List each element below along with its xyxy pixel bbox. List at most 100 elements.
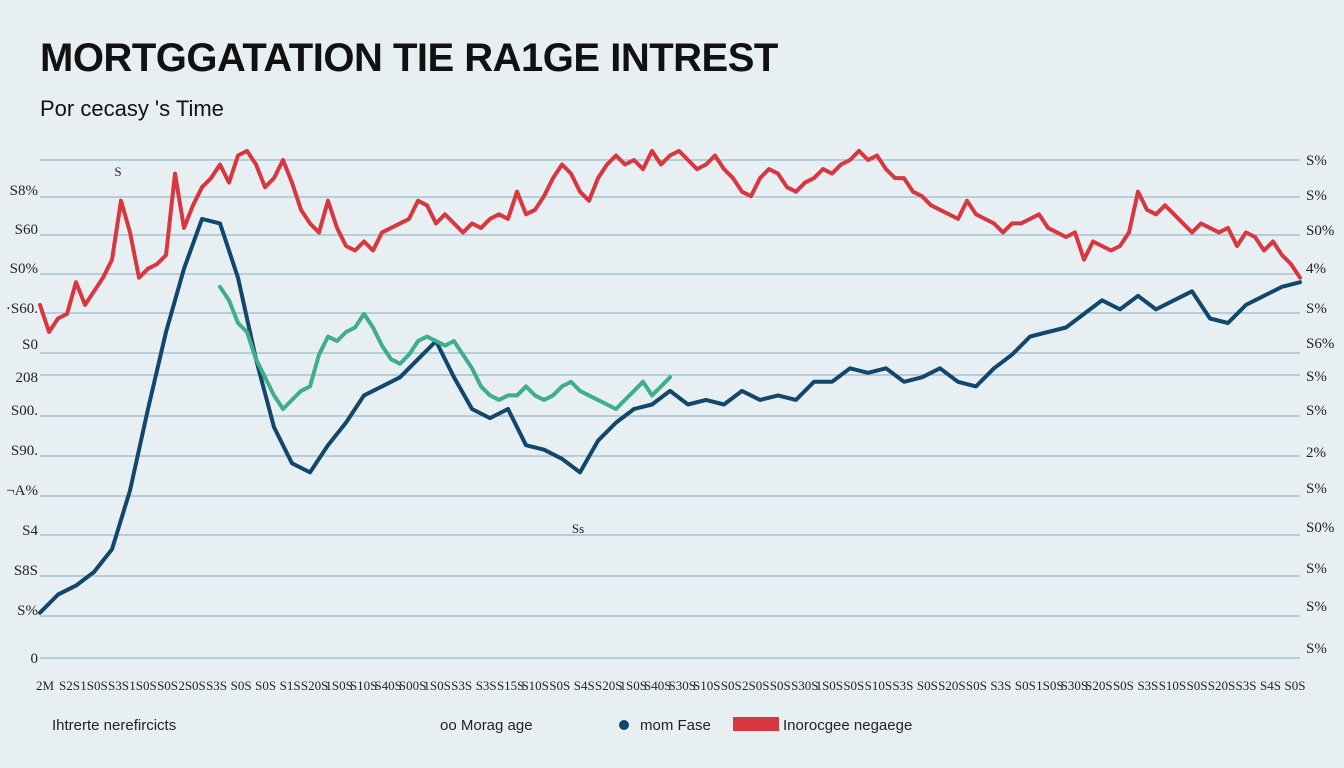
x-tick: S0S	[1015, 678, 1036, 693]
x-tick: S3S	[892, 678, 913, 693]
x-tick: 1S0S	[1036, 678, 1063, 693]
x-tick: S0S	[231, 678, 252, 693]
y-tick-right: S%	[1306, 599, 1327, 615]
y-axis-left: S8% S60 S0% ·S60. S0 208 S00. S90. ¬A% S4 S8S S% 0	[6, 183, 39, 667]
x-tick: S3S	[476, 678, 497, 693]
x-tick: S3S	[206, 678, 227, 693]
x-tick: S4S	[1260, 678, 1281, 693]
x-tick: S10S	[865, 678, 892, 693]
x-tick: S20S	[1208, 678, 1235, 693]
y-tick-right: S%	[1306, 403, 1327, 419]
y-tick-right: S%	[1306, 369, 1327, 385]
y-tick-left: ·S60.	[6, 301, 38, 317]
x-tick: S2S	[59, 678, 80, 693]
x-tick: S20S	[301, 678, 328, 693]
chart-title: MORTGGATATION TIE RA1GE INTREST	[40, 36, 778, 80]
y-tick-left: S0%	[10, 261, 38, 277]
annotation-label: S	[114, 164, 121, 179]
x-tick: S0S	[549, 678, 570, 693]
x-tick: S0S	[255, 678, 276, 693]
legend-label: mom Fase	[640, 717, 711, 734]
legend-marker-red	[733, 717, 779, 731]
y-tick-right: S%	[1306, 153, 1327, 169]
y-tick-right: S0%	[1306, 223, 1334, 239]
y-tick-right: S%	[1306, 188, 1327, 204]
series-line-red	[38, 148, 1302, 334]
y-tick-right: S%	[1306, 301, 1327, 317]
x-tick: 2S0S	[178, 678, 205, 693]
x-tick: S0S	[1186, 678, 1207, 693]
x-tick: S10S	[521, 678, 548, 693]
x-tick: 1S0S	[129, 678, 156, 693]
x-tick: S0S	[1113, 678, 1134, 693]
y-tick-right: S%	[1306, 641, 1327, 657]
x-tick: S40S	[644, 678, 671, 693]
series-line-navy	[38, 216, 1302, 615]
x-tick: S00S	[399, 678, 426, 693]
series-lines	[38, 148, 1302, 615]
x-tick: S20S	[595, 678, 622, 693]
x-tick: S4S	[574, 678, 595, 693]
x-tick: S15S	[497, 678, 524, 693]
x-tick: S10S	[693, 678, 720, 693]
y-tick-right: S%	[1306, 561, 1327, 577]
x-tick: S0S	[770, 678, 791, 693]
x-tick: S0S	[721, 678, 742, 693]
y-tick-left: S00.	[11, 403, 38, 419]
x-tick: S1S	[280, 678, 301, 693]
x-tick: 1S0S	[325, 678, 352, 693]
x-tick: S0S	[966, 678, 987, 693]
x-tick: S0S	[843, 678, 864, 693]
y-tick-left: S60	[15, 222, 38, 238]
y-tick-left: S4	[22, 523, 38, 539]
y-tick-left: 0	[31, 651, 39, 667]
x-tick: S10S	[350, 678, 377, 693]
x-tick: S0S	[157, 678, 178, 693]
x-tick: S10S	[1159, 678, 1186, 693]
x-axis: 2M S2S 1S0S S3S 1S0S S0S 2S0S S3S S0S S0S S1S S20S1…	[36, 678, 1306, 693]
x-tick: 2M	[36, 678, 55, 693]
x-tick: 2S0S	[742, 678, 769, 693]
annotations: S Ss	[114, 164, 584, 536]
series-line-teal	[218, 284, 672, 411]
grid-lines	[40, 159, 1300, 659]
x-tick: 1S0S	[80, 678, 107, 693]
x-tick: S3S	[1235, 678, 1256, 693]
x-tick: 1S0S	[816, 678, 843, 693]
x-tick: S40S	[374, 678, 401, 693]
legend-marker-navy	[619, 720, 629, 730]
x-tick: S0S	[917, 678, 938, 693]
x-tick: S3S	[990, 678, 1011, 693]
y-tick-right: S0%	[1306, 520, 1334, 536]
y-tick-right: S6%	[1306, 336, 1334, 352]
legend-label: Inorocgee negaege	[783, 717, 912, 734]
legend: Ihtrerte nerefircicts oo Morag age mom Fas…	[52, 717, 912, 734]
y-tick-left: S8S	[14, 563, 38, 579]
y-tick-left: S90.	[11, 443, 38, 459]
x-tick: 1S0S	[423, 678, 450, 693]
y-tick-left: S8%	[10, 183, 38, 199]
x-tick: S3S	[451, 678, 472, 693]
x-tick: S20S	[1085, 678, 1112, 693]
y-tick-right: 4%	[1306, 261, 1326, 277]
y-tick-left: S0	[22, 337, 38, 353]
x-tick: S3S	[1137, 678, 1158, 693]
chart-subtitle: Por cecasy 's Time	[40, 96, 224, 121]
x-tick: S30S	[1061, 678, 1088, 693]
x-tick: S0S	[1285, 678, 1306, 693]
x-tick: S3S	[108, 678, 129, 693]
x-tick: 1S0S	[620, 678, 647, 693]
y-tick-left: ¬A%	[6, 483, 38, 499]
legend-label: oo Morag age	[440, 717, 533, 734]
x-tick: S20S	[938, 678, 965, 693]
annotation-label: Ss	[572, 521, 584, 536]
y-tick-right: S%	[1306, 481, 1327, 497]
y-tick-right: 2%	[1306, 445, 1326, 461]
y-tick-left: 208	[16, 370, 39, 386]
x-tick: S30S	[791, 678, 818, 693]
y-axis-right: S% S% S0% 4% S% S6% S% S% 2% S% S0% S% S% S%	[1306, 153, 1334, 657]
y-tick-left: S%	[17, 603, 38, 619]
legend-label: Ihtrerte nerefircicts	[52, 717, 176, 734]
x-tick: S30S	[669, 678, 696, 693]
